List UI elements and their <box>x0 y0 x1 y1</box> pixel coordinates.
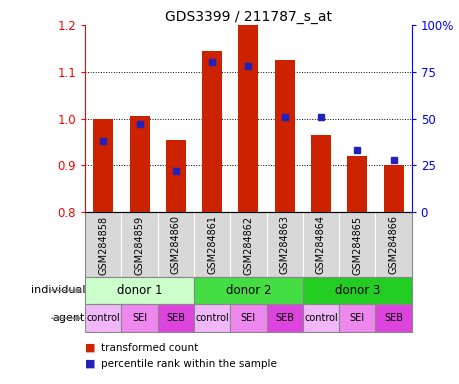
Text: SEI: SEI <box>132 313 147 323</box>
Title: GDS3399 / 211787_s_at: GDS3399 / 211787_s_at <box>164 10 331 24</box>
Text: GSM284860: GSM284860 <box>170 215 180 275</box>
Bar <box>93 119 113 212</box>
Text: GSM284859: GSM284859 <box>134 215 144 275</box>
Text: agent: agent <box>53 313 85 323</box>
Text: GSM284865: GSM284865 <box>352 215 362 275</box>
Text: SEI: SEI <box>241 313 255 323</box>
Bar <box>266 305 302 332</box>
Text: percentile rank within the sample: percentile rank within the sample <box>101 359 276 369</box>
Bar <box>302 305 338 332</box>
Text: GSM284863: GSM284863 <box>279 215 289 275</box>
Text: donor 2: donor 2 <box>225 284 270 297</box>
Bar <box>338 305 375 332</box>
Bar <box>302 276 411 305</box>
Text: GSM284864: GSM284864 <box>315 215 325 275</box>
Text: control: control <box>195 313 229 323</box>
Text: control: control <box>86 313 120 323</box>
Bar <box>121 305 157 332</box>
Bar <box>194 305 230 332</box>
Text: GSM284866: GSM284866 <box>388 215 397 275</box>
Text: individual: individual <box>31 285 85 295</box>
Text: GSM284862: GSM284862 <box>243 215 253 275</box>
Bar <box>166 140 185 212</box>
Bar <box>230 305 266 332</box>
Bar <box>85 305 121 332</box>
Text: donor 3: donor 3 <box>334 284 379 297</box>
Bar <box>347 156 366 212</box>
Bar <box>202 51 222 212</box>
Text: GSM284861: GSM284861 <box>207 215 217 275</box>
Text: ■: ■ <box>85 359 95 369</box>
Bar <box>274 60 294 212</box>
Text: control: control <box>303 313 337 323</box>
Text: SEB: SEB <box>166 313 185 323</box>
Bar <box>310 135 330 212</box>
Bar <box>383 166 403 212</box>
Bar <box>194 276 302 305</box>
Text: SEB: SEB <box>383 313 402 323</box>
Bar <box>129 116 149 212</box>
Text: donor 1: donor 1 <box>117 284 162 297</box>
Text: SEI: SEI <box>349 313 364 323</box>
Bar <box>157 305 194 332</box>
Bar <box>375 305 411 332</box>
Text: GSM284858: GSM284858 <box>98 215 108 275</box>
Text: transformed count: transformed count <box>101 343 198 353</box>
Text: ■: ■ <box>85 343 95 353</box>
Text: SEB: SEB <box>274 313 294 323</box>
Bar <box>85 276 194 305</box>
Bar <box>238 25 258 212</box>
